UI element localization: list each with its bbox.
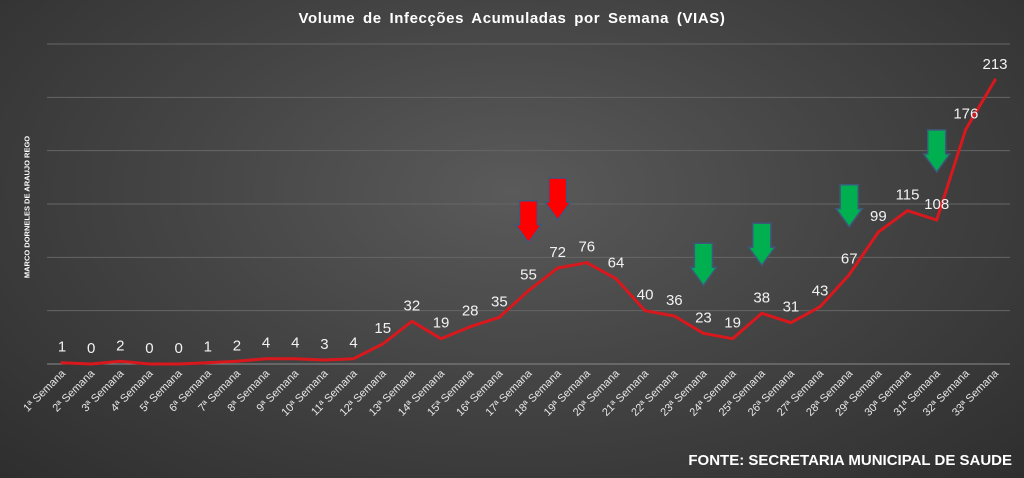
data-label: 213	[982, 56, 1007, 73]
data-label: 19	[433, 315, 450, 332]
data-point	[789, 321, 793, 325]
data-point	[760, 311, 764, 315]
data-label: 108	[924, 196, 949, 213]
data-label: 64	[608, 255, 625, 272]
data-label: 15	[374, 320, 391, 337]
data-label: 99	[870, 208, 887, 225]
data-point	[614, 277, 618, 281]
chart-title: Volume de Infecções Acumuladas por Seman…	[298, 10, 726, 27]
data-label: 40	[637, 287, 654, 304]
data-label: 4	[262, 335, 270, 352]
data-label: 2	[116, 337, 124, 354]
data-point	[468, 325, 472, 329]
data-point	[60, 361, 64, 365]
data-label: 19	[724, 315, 741, 332]
arrow-down-marker	[543, 177, 573, 222]
data-label: 35	[491, 293, 508, 310]
arrow-down-marker	[688, 242, 718, 287]
data-point	[293, 357, 297, 361]
data-point	[847, 273, 851, 277]
data-point	[439, 337, 443, 341]
data-point	[322, 358, 326, 362]
data-label: 4	[349, 335, 357, 352]
data-point	[556, 266, 560, 270]
data-point	[701, 331, 705, 335]
arrow-down-marker	[834, 183, 864, 228]
data-point	[731, 337, 735, 341]
data-label: 3	[320, 336, 328, 353]
data-point	[672, 314, 676, 318]
data-label: 23	[695, 309, 712, 326]
data-label: 0	[174, 340, 182, 357]
data-point	[876, 230, 880, 234]
data-label: 0	[87, 340, 95, 357]
arrow-down-marker	[922, 129, 952, 174]
data-label: 32	[404, 297, 421, 314]
data-point	[964, 127, 968, 131]
data-point	[585, 261, 589, 265]
data-point	[206, 361, 210, 365]
data-point	[993, 78, 997, 82]
data-label: 115	[896, 187, 920, 204]
data-point	[381, 342, 385, 346]
data-label: 2	[233, 337, 241, 354]
data-point	[497, 315, 501, 319]
data-label: 72	[549, 244, 566, 261]
data-point	[147, 362, 151, 366]
data-label: 43	[812, 283, 829, 300]
arrow-down-marker	[747, 222, 777, 267]
data-point	[818, 305, 822, 309]
data-point	[118, 359, 122, 363]
data-point	[527, 289, 530, 293]
data-label: 0	[145, 340, 153, 357]
data-label: 31	[783, 299, 800, 316]
data-label: 1	[204, 339, 212, 356]
data-point	[235, 359, 239, 363]
data-label: 55	[520, 267, 537, 284]
data-point	[264, 357, 268, 361]
data-label: 28	[462, 303, 479, 320]
data-point	[89, 362, 93, 366]
data-label: 176	[953, 105, 978, 122]
data-label: 36	[666, 292, 683, 309]
source-note: FONTE: SECRETARIA MUNICIPAL DE SAUDE	[688, 452, 1012, 469]
arrow-down-marker	[514, 199, 543, 244]
data-label: 1	[58, 339, 66, 356]
data-label: 38	[753, 289, 770, 306]
data-point	[643, 309, 647, 313]
data-point	[906, 209, 910, 213]
data-point	[935, 218, 939, 222]
data-label: 76	[578, 239, 595, 256]
data-point	[177, 362, 181, 366]
data-point	[410, 319, 414, 323]
data-label: 4	[291, 335, 299, 352]
data-label: 67	[841, 251, 858, 268]
data-point	[352, 357, 356, 361]
